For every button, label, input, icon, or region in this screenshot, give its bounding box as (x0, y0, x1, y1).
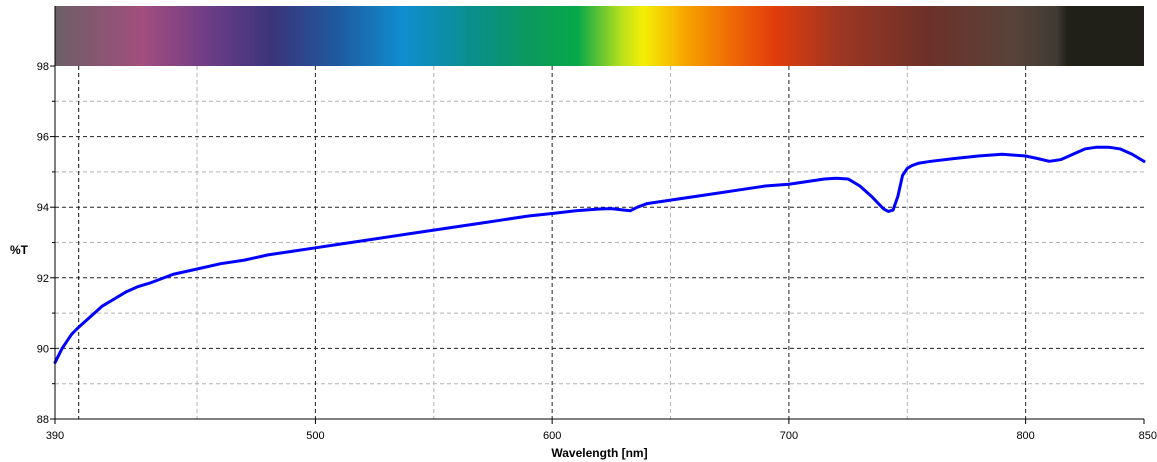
axis-ticks (50, 65, 1145, 424)
x-tick-label-500: 500 (306, 430, 324, 442)
y-tick-label-96: 96 (37, 132, 49, 144)
y-tick-label-90: 90 (37, 343, 49, 355)
y-tick-label-88: 88 (37, 414, 49, 426)
axes-frame (54, 6, 1144, 420)
x-tick-label-600: 600 (543, 430, 561, 442)
transmittance-curve (53, 145, 1146, 365)
y-tick-label-94: 94 (37, 202, 49, 214)
y-tick-label-92: 92 (37, 273, 49, 285)
x-tick-label-390: 390 (46, 430, 64, 442)
x-axis-tick-labels: 390 500 600 700 800 850 (46, 430, 1157, 442)
x-axis-label: Wavelength [nm] (551, 446, 647, 460)
x-tick-label-850: 850 (1139, 430, 1157, 442)
x-tick-label-800: 800 (1016, 430, 1034, 442)
y-tick-label-98: 98 (37, 61, 49, 73)
plot-area (55, 66, 1144, 419)
y-axis-label: %T (10, 243, 29, 257)
spectrum-color-bar (55, 6, 1144, 66)
major-gridlines (55, 66, 1144, 419)
x-tick-label-700: 700 (780, 430, 798, 442)
y-axis-tick-labels: 88 90 92 94 96 98 (37, 61, 49, 426)
